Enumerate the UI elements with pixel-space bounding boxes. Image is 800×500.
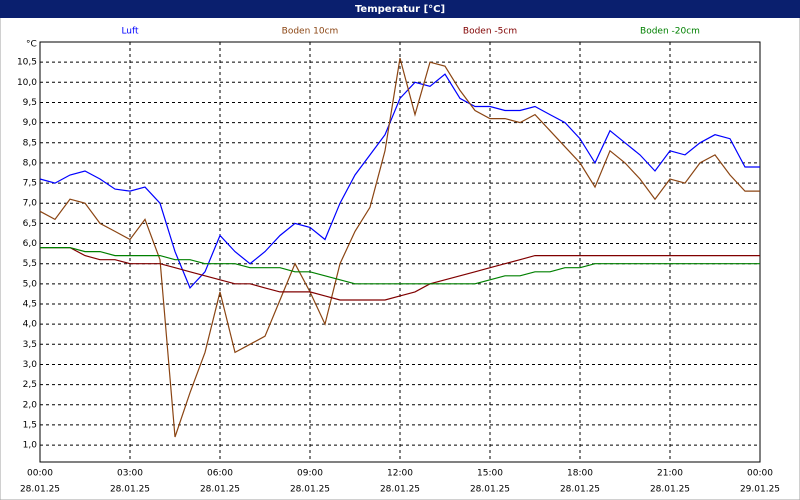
y-tick-label: 8,0 [23, 158, 38, 168]
series-line [40, 247, 760, 285]
y-tick-label: 4,5 [23, 299, 37, 309]
x-tick-label: 03:00 [117, 469, 143, 479]
x-tick-date: 28.01.25 [200, 485, 240, 495]
x-tick-label: 00:00 [27, 469, 53, 479]
x-tick-date: 28.01.25 [290, 485, 330, 495]
y-tick-label: 1,0 [23, 441, 38, 451]
chart-title: Temperatur [°C] [355, 4, 445, 15]
y-tick-label: 5,0 [23, 279, 38, 289]
legend-entry: Luft [121, 27, 139, 37]
x-tick-date: 28.01.25 [110, 485, 150, 495]
x-tick-date: 28.01.25 [650, 485, 690, 495]
y-tick-label: 6,5 [23, 219, 37, 229]
legend-entry: Boden -5cm [463, 27, 517, 37]
y-tick-label: 2,0 [23, 400, 38, 410]
x-tick-label: 12:00 [387, 469, 413, 479]
y-tick-label: 10,0 [17, 78, 37, 88]
x-tick-label: 18:00 [567, 469, 593, 479]
y-tick-label: 2,5 [23, 380, 37, 390]
x-tick-date: 29.01.25 [740, 485, 780, 495]
series-line [39, 57, 760, 438]
y-tick-label: 9,0 [23, 118, 38, 128]
y-tick-label: 3,0 [23, 360, 38, 370]
x-tick-label: 21:00 [657, 469, 683, 479]
x-tick-date: 28.01.25 [380, 485, 420, 495]
y-tick-label: 3,5 [23, 340, 37, 350]
y-unit: °C [26, 40, 37, 50]
y-tick-label: 7,5 [23, 179, 37, 189]
legend-entry: Boden -20cm [640, 27, 700, 37]
x-tick-date: 28.01.25 [470, 485, 510, 495]
x-tick-date: 28.01.25 [20, 485, 60, 495]
x-tick-date: 28.01.25 [560, 485, 600, 495]
x-tick-label: 06:00 [207, 469, 233, 479]
series-line [39, 73, 760, 289]
x-tick-label: 00:00 [747, 469, 773, 479]
y-tick-label: 6,0 [23, 239, 38, 249]
x-tick-label: 15:00 [477, 469, 503, 479]
y-tick-label: 10,5 [17, 58, 37, 68]
y-tick-label: 1,5 [23, 420, 37, 430]
x-tick-label: 09:00 [297, 469, 323, 479]
y-tick-label: 5,5 [23, 259, 37, 269]
legend-entry: Boden 10cm [282, 27, 339, 37]
title-bar [0, 0, 800, 18]
y-tick-label: 8,5 [23, 138, 37, 148]
y-tick-label: 7,0 [23, 199, 38, 209]
series-line [40, 247, 760, 301]
y-tick-label: 4,0 [23, 320, 38, 330]
y-tick-label: 9,5 [23, 98, 37, 108]
